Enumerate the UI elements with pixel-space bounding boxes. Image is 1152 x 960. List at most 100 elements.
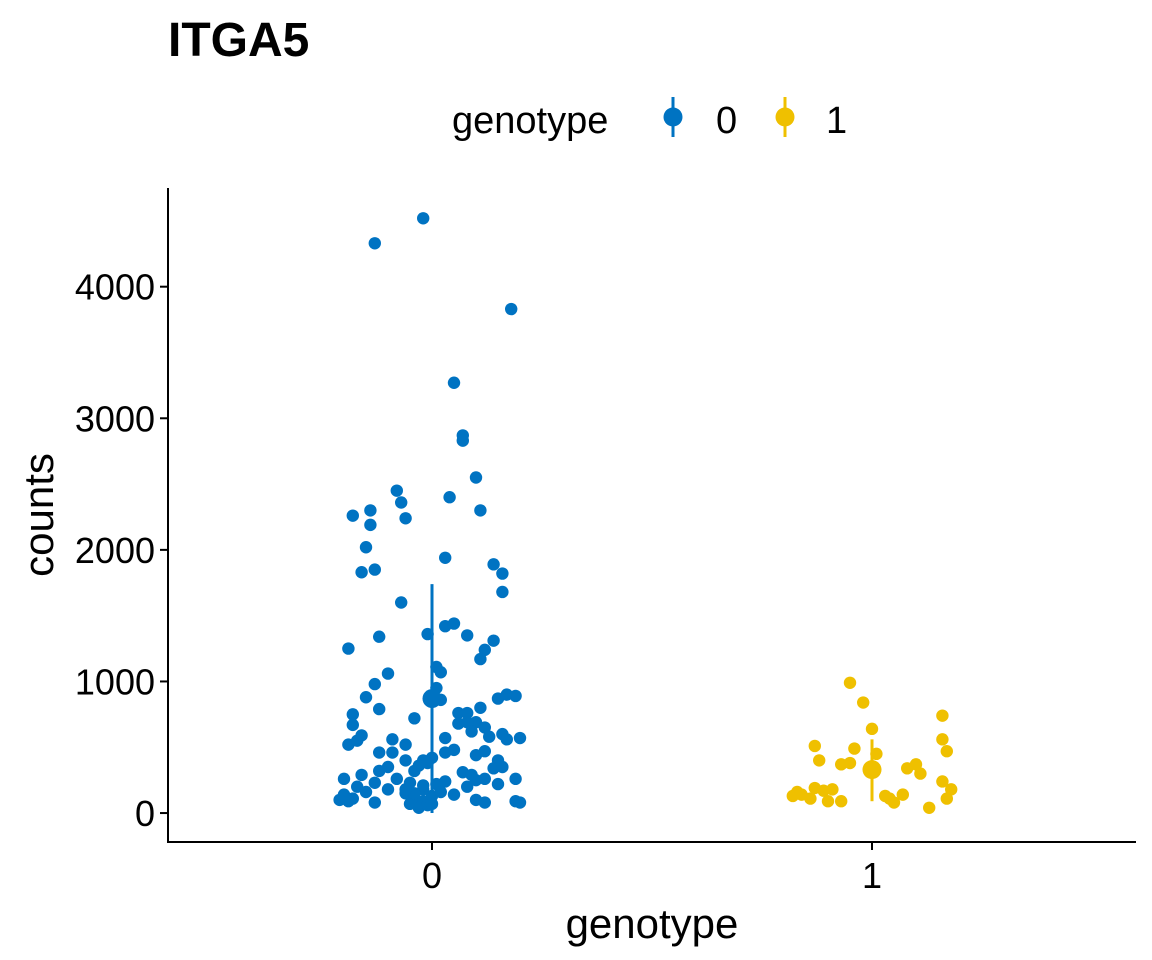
data-point-genotype-0 [447,743,461,757]
data-point-genotype-0 [346,509,359,522]
y-tick-label: 3000 [75,398,155,439]
data-point-genotype-0 [395,496,408,509]
y-tick-label: 4000 [75,267,155,308]
data-point-genotype-0 [469,471,483,484]
data-point-genotype-0 [408,712,421,725]
data-point-genotype-0 [439,551,452,564]
data-point-genotype-0 [491,777,505,791]
data-point-genotype-1 [813,754,826,767]
data-point-genotype-0 [461,716,474,729]
data-point-genotype-0 [439,731,452,745]
data-point-genotype-1 [936,709,949,722]
data-point-genotype-1 [936,733,949,746]
data-point-genotype-0 [496,585,509,599]
data-point-genotype-1 [940,745,953,758]
legend-title: genotype [452,100,608,142]
data-point-genotype-0 [447,788,461,801]
data-point-genotype-1 [936,775,949,788]
data-point-genotype-0 [368,237,381,250]
data-point-genotype-0 [399,754,412,767]
data-point-genotype-0 [390,772,403,786]
data-point-genotype-0 [368,776,381,789]
y-tick-label: 0 [135,793,155,834]
plot-marks [333,212,958,814]
data-point-genotype-0 [478,745,491,758]
data-point-genotype-0 [342,642,355,655]
data-point-genotype-0 [487,634,500,647]
data-point-genotype-0 [355,566,368,579]
y-axis-title: counts [15,453,62,577]
data-point-genotype-0 [434,785,447,799]
data-point-genotype-1 [945,783,958,796]
data-point-genotype-1 [940,792,953,805]
data-point-genotype-0 [496,567,509,580]
data-point-genotype-0 [447,617,461,630]
data-point-genotype-0 [478,796,491,809]
legend-key-1 [775,97,795,137]
data-point-genotype-0 [390,484,403,497]
data-point-genotype-0 [461,780,474,793]
data-point-genotype-0 [395,596,408,609]
data-point-genotype-1 [826,783,839,796]
data-point-genotype-1 [804,792,817,805]
data-point-genotype-0 [399,512,412,525]
data-point-genotype-0 [461,629,474,642]
data-point-genotype-0 [483,730,496,743]
legend: genotype 0 1 [452,97,847,142]
y-axis-ticks: 0 1000 2000 3000 4000 [75,267,168,834]
data-point-genotype-1 [914,767,927,780]
x-axis-title: genotype [566,900,739,947]
data-point-genotype-1 [843,756,857,770]
data-point-genotype-0 [346,708,359,721]
data-point-genotype-0 [386,746,399,759]
data-point-genotype-0 [381,783,395,796]
data-point-genotype-0 [452,706,465,720]
data-point-genotype-0 [342,795,355,808]
data-point-genotype-0 [487,558,500,571]
data-point-genotype-0 [355,729,368,742]
data-point-genotype-0 [447,376,461,389]
data-point-genotype-0 [368,796,381,809]
data-point-genotype-1 [843,676,857,689]
data-point-genotype-0 [509,772,522,786]
data-point-genotype-1 [857,696,870,709]
data-point-genotype-0 [355,768,368,782]
data-point-genotype-0 [381,667,395,680]
legend-key-0 [663,97,683,137]
y-tick-label: 1000 [75,661,155,702]
data-point-genotype-0 [513,796,527,809]
y-tick-label: 2000 [75,530,155,571]
data-point-genotype-0 [386,733,399,746]
data-point-genotype-0 [417,779,430,792]
data-point-genotype-0 [469,773,483,787]
data-point-genotype-0 [373,746,386,759]
x-tick-label: 1 [862,855,882,896]
legend-key-dot [663,107,683,127]
data-point-genotype-0 [456,434,469,447]
x-tick-label: 0 [422,855,442,896]
data-point-genotype-1 [901,762,914,775]
data-point-genotype-1 [887,796,901,809]
data-point-genotype-0 [474,701,487,714]
data-point-genotype-0 [359,541,373,554]
mean-point-genotype-0 [422,689,442,709]
legend-label-0: 0 [716,100,737,142]
data-point-genotype-0 [496,760,509,774]
data-point-genotype-0 [474,504,487,517]
data-point-genotype-0 [373,630,386,643]
data-point-genotype-1 [896,788,909,801]
data-point-genotype-1 [835,795,848,808]
data-point-genotype-1 [821,795,835,808]
data-point-genotype-0 [474,652,487,666]
data-point-genotype-0 [417,212,430,225]
data-point-genotype-0 [364,504,377,517]
data-point-genotype-0 [505,302,518,316]
data-point-genotype-0 [381,760,395,774]
data-point-genotype-1 [808,739,821,753]
data-point-genotype-1 [923,801,936,814]
data-point-genotype-1 [865,722,879,736]
data-point-genotype-0 [461,706,474,720]
data-point-genotype-0 [359,785,373,799]
